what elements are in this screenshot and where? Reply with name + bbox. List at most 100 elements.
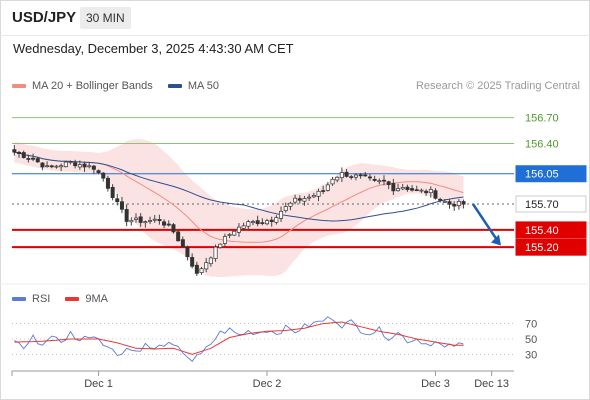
level-label-box — [515, 221, 587, 239]
candle-up — [330, 178, 335, 185]
level-label-156.05: 156.05 — [525, 169, 559, 181]
candle-up — [307, 196, 312, 199]
forecast-arrow-shaft — [471, 203, 500, 243]
header-divider — [0, 35, 590, 36]
candle-up — [396, 188, 401, 192]
candle-down — [349, 176, 354, 178]
candle-down — [367, 176, 372, 179]
candle-down — [119, 201, 124, 210]
candle-down — [17, 151, 22, 154]
candle-down — [96, 170, 101, 173]
candle-up — [293, 197, 298, 203]
rsi-line — [14, 316, 464, 362]
candle-down — [105, 177, 110, 189]
candle-up — [213, 246, 218, 259]
candle-down — [91, 165, 96, 170]
candle-up — [45, 165, 50, 168]
candle-down — [166, 223, 171, 226]
candle-down — [410, 188, 415, 191]
candle-up — [279, 210, 284, 219]
candle-down — [40, 162, 45, 168]
rsi-tick-label: 70 — [525, 319, 537, 331]
level-label-box — [515, 195, 587, 213]
candle-down — [31, 157, 36, 160]
level-label-156.40: 156.40 — [525, 139, 559, 151]
candle-down — [26, 158, 31, 160]
candle-up — [250, 221, 255, 223]
candle-up — [208, 257, 213, 265]
candle-down — [176, 231, 181, 242]
candle-down — [447, 201, 452, 205]
candle-up — [236, 226, 241, 233]
chart-header: USD/JPY 30 MIN — [0, 0, 590, 36]
candle-down — [49, 165, 54, 168]
candle-down — [162, 221, 167, 226]
candle-down — [344, 171, 349, 177]
candle-up — [59, 165, 64, 168]
candle-up — [129, 219, 134, 223]
level-label-156.70: 156.70 — [525, 113, 559, 125]
candle-down — [101, 172, 106, 179]
candle-down — [73, 162, 78, 167]
candle-down — [452, 204, 457, 207]
candle-up — [87, 165, 92, 168]
candle-down — [424, 190, 429, 194]
rsi-9ma-line — [14, 321, 464, 355]
ma9-label: 9MA — [85, 293, 109, 305]
candle-down — [190, 257, 195, 267]
candle-up — [204, 262, 209, 270]
ma20-swatch — [12, 84, 26, 89]
level-label-155.70: 155.70 — [525, 199, 559, 211]
candle-up — [339, 172, 344, 179]
candle-up — [335, 176, 340, 181]
candle-down — [414, 189, 419, 192]
ma9-swatch — [65, 297, 80, 302]
candle-down — [382, 179, 387, 182]
legend-item-ma20[interactable]: MA 20 + Bollinger Bands — [12, 80, 153, 92]
candle-down — [260, 222, 265, 224]
candle-up — [311, 195, 316, 198]
candle-down — [358, 174, 363, 177]
candle-up — [218, 243, 223, 248]
level-label-155.20: 155.20 — [525, 242, 559, 254]
candle-up — [148, 220, 153, 222]
candle-up — [288, 202, 293, 207]
x-tick-label-dec-2: Dec 2 — [253, 378, 282, 390]
candle-up — [143, 221, 148, 224]
candle-down — [461, 201, 466, 205]
candle-down — [297, 198, 302, 201]
candle-up — [232, 230, 237, 236]
research-credit: Research © 2025 Trading Central — [415, 80, 580, 92]
legend-item-rsi[interactable]: RSI — [12, 293, 50, 305]
rsi-tick-label: 50 — [525, 334, 537, 346]
candle-down — [82, 163, 87, 168]
candle-up — [353, 174, 358, 178]
candle-up — [63, 161, 68, 168]
interval-button[interactable]: 30 MIN — [80, 7, 131, 29]
candle-up — [283, 206, 288, 211]
candle-down — [35, 158, 40, 163]
candle-down — [372, 178, 377, 181]
candle-up — [227, 234, 232, 236]
candle-up — [456, 201, 461, 206]
legend-item-9ma[interactable]: 9MA — [65, 293, 108, 305]
candle-down — [405, 186, 410, 190]
candle-up — [241, 225, 246, 229]
x-tick-label-dec-3: Dec 3 — [421, 378, 450, 390]
candle-up — [442, 201, 447, 203]
candle-down — [386, 181, 391, 186]
legend-item-ma50[interactable]: MA 50 — [167, 80, 219, 92]
candle-up — [68, 161, 73, 164]
candle-up — [222, 236, 227, 244]
rsi-label: RSI — [32, 293, 51, 305]
candle-up — [316, 190, 321, 197]
candle-down — [438, 198, 443, 201]
candle-down — [194, 264, 199, 274]
rsi-tick-label: 30 — [525, 349, 537, 361]
level-label-155.40: 155.40 — [525, 225, 559, 237]
x-tick-label-dec-13: Dec 13 — [474, 378, 509, 390]
candle-down — [180, 239, 185, 248]
rsi-legend: RSI 9MA — [12, 293, 120, 305]
candles — [12, 144, 466, 276]
